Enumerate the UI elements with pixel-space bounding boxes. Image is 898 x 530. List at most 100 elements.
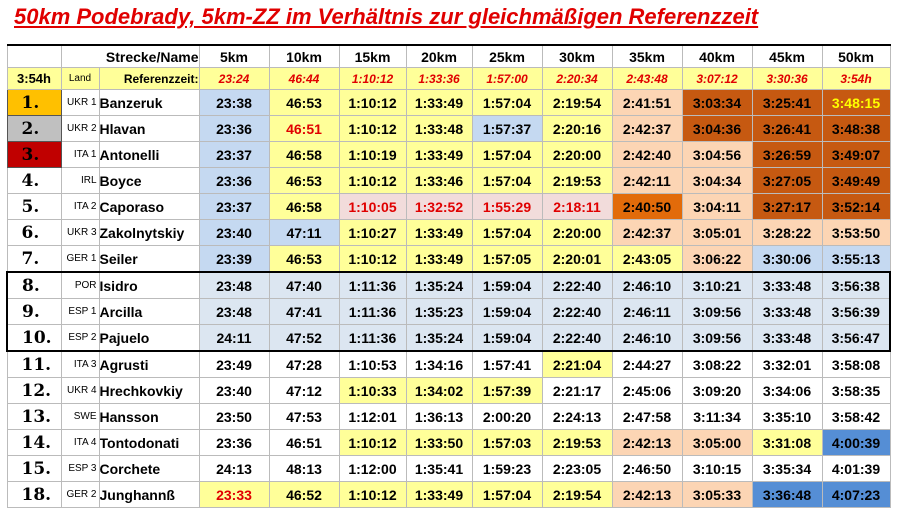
country: UKR 1 <box>60 89 100 116</box>
split-time: 1:10:19 <box>338 141 407 168</box>
split-table: Strecke/Name 5km 10km 15km 20km 25km 30km 35km 4… <box>6 44 891 508</box>
split-time: 2:19:53 <box>541 167 613 194</box>
split-time: 4:07:23 <box>821 481 891 508</box>
athlete-name: Banzeruk <box>98 89 200 116</box>
split-time: 47:40 <box>268 271 340 299</box>
split-time: 2:46:10 <box>611 271 683 299</box>
split-time: 2:42:13 <box>611 481 683 508</box>
split-time: 46:53 <box>268 167 340 194</box>
split-time: 1:10:12 <box>338 429 407 456</box>
split-time: 2:46:10 <box>611 324 683 352</box>
reference-time: 46:44 <box>268 67 340 90</box>
split-time: 1:33:50 <box>405 429 473 456</box>
athlete-name: Hlavan <box>98 115 200 142</box>
split-time: 3:05:01 <box>681 219 753 246</box>
split-time: 2:19:54 <box>541 89 613 116</box>
split-time: 23:40 <box>198 377 270 404</box>
distance-header: 5km <box>198 44 270 68</box>
table-row: 3:54h Land Referenzzeit: 23:24 46:44 1:10:12 1… <box>6 67 891 90</box>
split-time: 2:42:37 <box>611 115 683 142</box>
split-time: 3:26:59 <box>751 141 823 168</box>
rank: 9. <box>6 298 62 325</box>
split-time: 3:08:22 <box>681 350 753 378</box>
split-time: 3:33:48 <box>751 298 823 325</box>
split-time: 23:36 <box>198 167 270 194</box>
distance-header: 35km <box>611 44 683 68</box>
rank: 12. <box>6 377 62 404</box>
table-row: 2. UKR 2 Hlavan 23:36 46:51 1:10:12 1:33:48 1:5… <box>6 115 891 142</box>
rank: 11. <box>6 350 62 378</box>
split-time: 47:28 <box>268 350 340 378</box>
split-time: 2:23:05 <box>541 455 613 482</box>
split-time: 2:20:00 <box>541 141 613 168</box>
split-time: 3:10:21 <box>681 271 753 299</box>
split-time: 2:46:50 <box>611 455 683 482</box>
split-time: 46:51 <box>268 429 340 456</box>
split-time: 23:48 <box>198 298 270 325</box>
split-time: 3:34:06 <box>751 377 823 404</box>
split-time: 2:42:11 <box>611 167 683 194</box>
split-time: 1:57:03 <box>471 429 543 456</box>
split-time: 2:21:04 <box>541 350 613 378</box>
split-time: 2:20:01 <box>541 245 613 273</box>
athlete-name: Hrechkovkiy <box>98 377 200 404</box>
rank: 7. <box>6 245 62 273</box>
reference-time: 1:33:36 <box>405 67 473 90</box>
split-time: 2:45:06 <box>611 377 683 404</box>
split-time: 2:22:40 <box>541 324 613 352</box>
split-time: 1:59:23 <box>471 455 543 482</box>
split-time: 3:53:50 <box>821 219 891 246</box>
split-time: 3:58:42 <box>821 403 891 430</box>
split-time: 3:09:20 <box>681 377 753 404</box>
split-time: 1:35:41 <box>405 455 473 482</box>
distance-header: 20km <box>405 44 473 68</box>
table-row: Strecke/Name 5km 10km 15km 20km 25km 30km 35km 4… <box>6 44 891 68</box>
table-row: 1. UKR 1 Banzeruk 23:38 46:53 1:10:12 1:33:49 1… <box>6 89 891 116</box>
split-time: 3:58:35 <box>821 377 891 404</box>
split-time: 1:12:00 <box>338 455 407 482</box>
split-time: 2:44:27 <box>611 350 683 378</box>
split-time: 23:37 <box>198 141 270 168</box>
rank: 8. <box>6 271 62 299</box>
split-time: 1:57:05 <box>471 245 543 273</box>
reference-time: 1:10:12 <box>338 67 407 90</box>
split-time: 1:10:12 <box>338 481 407 508</box>
split-time: 1:33:48 <box>405 115 473 142</box>
split-time: 1:11:36 <box>338 271 407 299</box>
reference-time: 1:57:00 <box>471 67 543 90</box>
header-label: Strecke/Name <box>60 44 200 68</box>
split-time: 3:27:17 <box>751 193 823 220</box>
split-time: 3:49:49 <box>821 167 891 194</box>
split-time: 3:26:41 <box>751 115 823 142</box>
split-time: 3:35:10 <box>751 403 823 430</box>
split-time: 2:22:40 <box>541 271 613 299</box>
split-time: 2:22:40 <box>541 298 613 325</box>
table-row: 8. POR Isidro 23:48 47:40 1:11:36 1:35:24 1:59:… <box>6 271 891 299</box>
split-time: 1:35:23 <box>405 298 473 325</box>
reference-time: 3:54h <box>821 67 891 90</box>
athlete-name: Caporaso <box>98 193 200 220</box>
split-time: 47:52 <box>268 324 340 352</box>
split-time: 3:09:56 <box>681 324 753 352</box>
athlete-name: Isidro <box>98 271 200 299</box>
split-time: 1:59:04 <box>471 298 543 325</box>
split-time: 2:21:17 <box>541 377 613 404</box>
split-time: 23:39 <box>198 245 270 273</box>
split-time: 1:35:24 <box>405 324 473 352</box>
split-time: 23:36 <box>198 429 270 456</box>
split-time: 3:05:00 <box>681 429 753 456</box>
table-row: 3. ITA 1 Antonelli 23:37 46:58 1:10:19 1:33:49… <box>6 141 891 168</box>
split-time: 3:56:39 <box>821 298 891 325</box>
country: UKR 4 <box>60 377 100 404</box>
split-time: 24:11 <box>198 324 270 352</box>
athlete-name: Seiler <box>98 245 200 273</box>
split-time: 3:35:34 <box>751 455 823 482</box>
table-row: 12. UKR 4 Hrechkovkiy 23:40 47:12 1:10:33 1:34… <box>6 377 891 404</box>
split-time: 3:25:41 <box>751 89 823 116</box>
split-time: 1:57:04 <box>471 141 543 168</box>
rank: 3. <box>6 141 62 168</box>
split-time: 46:51 <box>268 115 340 142</box>
split-time: 3:04:34 <box>681 167 753 194</box>
split-time: 3:06:22 <box>681 245 753 273</box>
split-time: 3:27:05 <box>751 167 823 194</box>
